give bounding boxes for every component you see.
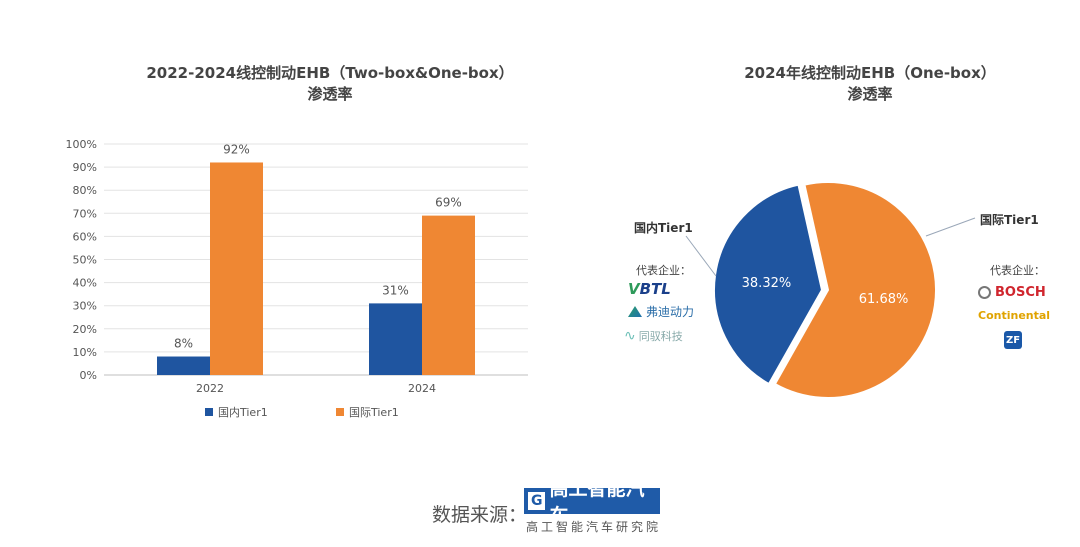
y-tick-label: 80% [73,184,97,197]
pie-slice-label: 38.32% [742,276,792,291]
pie-chart-subtitle: 渗透率 [847,85,893,103]
pie-chart-title: 2024年线控制动EHB（One-box） 渗透率 [690,63,1050,105]
data-label: 8% [174,337,193,351]
fudi-logo-text: 弗迪动力 [646,305,695,319]
bosch-logo-text: BOSCH [995,285,1046,300]
international-tier1-label: 国际Tier1 [980,213,1039,227]
legend-swatch-international [336,408,344,416]
zf-logo: ZF [1004,331,1022,349]
bar [422,215,475,375]
bar [210,162,263,375]
bar-chart-title-main: 2022-2024线控制动EHB（Two-box&One-box） [146,64,514,82]
bar [369,303,422,375]
y-tick-label: 60% [73,230,97,243]
pie-slice [773,181,937,399]
legend-item-international: 国际Tier1 [336,404,399,420]
bar-chart-subtitle: 渗透率 [307,85,353,103]
brand-logo: G 高工智能汽车 [524,478,660,527]
data-label: 92% [223,142,250,156]
bosch-logo: BOSCH [978,285,1046,300]
domestic-tier1-label: 国内Tier1 [634,221,693,235]
x-tick-label: 2022 [196,382,224,395]
legend-label-international: 国际Tier1 [349,406,399,419]
brand-subtitle: 高工智能汽车研究院 [526,520,662,534]
pie-chart-title-main: 2024年线控制动EHB（One-box） [744,64,996,82]
leader-line-international [925,217,976,237]
domestic-rep-label: 代表企业： [636,264,691,277]
btl-logo: VBTL [628,280,671,298]
data-source-label: 数据来源： [432,504,528,526]
btl-logo-text: BTL [639,280,671,298]
pie-slice-label: 61.68% [859,292,909,307]
international-rep-label: 代表企业： [990,264,1045,277]
bar-chart-title: 2022-2024线控制动EHB（Two-box&One-box） 渗透率 [110,63,550,105]
y-tick-label: 70% [73,207,97,220]
tongyu-logo-text: 同驭科技 [638,330,683,343]
leader-line-domestic [685,235,717,277]
legend-swatch-domestic [205,408,213,416]
fudi-logo: 弗迪动力 [628,303,694,320]
continental-logo-text: Continental [978,309,1051,322]
y-tick-label: 90% [73,161,97,174]
bar [157,356,210,375]
y-tick-label: 40% [73,277,97,290]
y-tick-label: 20% [73,323,97,336]
zf-logo-text: ZF [1005,334,1021,346]
x-tick-label: 2024 [408,382,436,395]
y-tick-label: 10% [73,346,97,359]
brand-name: 高工智能汽车 [549,478,645,527]
data-label: 69% [435,196,462,210]
y-tick-label: 0% [80,369,97,382]
y-tick-label: 50% [73,254,97,267]
brand-g-icon: G [528,492,546,510]
tongyu-logo: ∿ 同驭科技 [624,328,683,344]
legend-label-domestic: 国内Tier1 [218,406,268,419]
y-tick-label: 100% [66,138,97,151]
y-tick-label: 30% [73,300,97,313]
continental-logo: Continental [978,309,1050,322]
legend-item-domestic: 国内Tier1 [205,404,268,420]
data-label: 31% [382,283,409,297]
